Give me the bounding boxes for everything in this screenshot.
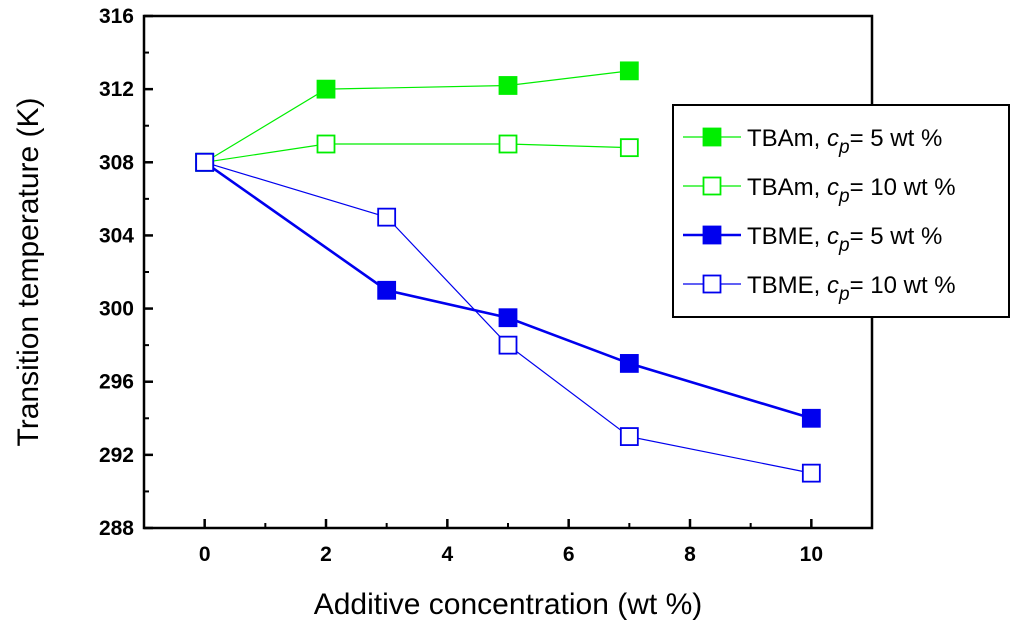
series-1 [195,61,639,172]
legend-item-1: TBAm, cp= 5 wt % [683,125,942,158]
series-4-point [619,427,639,446]
series-4-point [377,207,397,227]
legend-item-2: TBAm, cp= 10 wt % [683,174,956,207]
legend-marker [702,225,722,245]
y-tick-label: 288 [99,517,134,540]
y-tick-label: 312 [99,78,134,101]
y-tick-label: 304 [99,224,134,247]
axes-layer: 0 2 4 6 8 10 288 292 296 300 304 308 312 316 [99,5,823,566]
series-3-point [498,308,518,328]
series-2-point [498,134,518,154]
legend-label: TBME, cp= 5 wt % [747,223,942,256]
series-2-point [316,134,336,154]
series-3-point [377,280,397,300]
legend-label: TBAm, cp= 5 wt % [747,125,942,158]
series-layer [195,61,821,483]
series-1-point [316,79,336,99]
legend-label: TBAm, cp= 10 wt % [747,174,956,207]
x-tick-label: 6 [563,543,575,566]
legend: TBAm, cp= 5 wt % TBAm, cp= 10 wt % TBME, c… [672,104,1010,318]
legend-marker [702,274,722,294]
series-2 [195,134,639,172]
y-tick-label: 316 [99,5,134,28]
x-tick-label: 2 [320,543,332,566]
series-1-line [204,70,630,163]
series-1-point [619,61,639,81]
legend-item-3: TBME, cp= 5 wt % [683,223,942,256]
series-4-point [195,152,215,172]
legend-label: TBME, cp= 10 wt % [747,272,956,305]
legend-marker [702,176,722,196]
series-4-point [498,335,518,355]
x-tick-label: 10 [800,543,823,566]
series-2-point [619,138,639,158]
y-tick-label: 308 [99,151,134,174]
series-1-point [498,76,518,95]
legend-item-4: TBME, cp= 10 wt % [683,272,956,305]
x-tick-label: 4 [441,543,453,566]
y-tick-label: 296 [99,371,134,394]
legend-marker [702,127,722,147]
series-3-point [801,408,821,428]
y-tick-label: 292 [99,444,134,467]
series-3-point [619,354,639,373]
series-2-line [204,143,630,163]
x-axis-title: Additive concentration (wt %) [314,588,703,621]
series-4-point [801,463,821,483]
series-4 [195,152,821,483]
y-tick-label: 300 [99,298,134,321]
x-tick-label: 8 [684,543,696,566]
x-tick-label: 0 [199,543,211,566]
y-axis-title: Transition temperature (K) [12,97,45,446]
legend-box [672,104,1010,318]
